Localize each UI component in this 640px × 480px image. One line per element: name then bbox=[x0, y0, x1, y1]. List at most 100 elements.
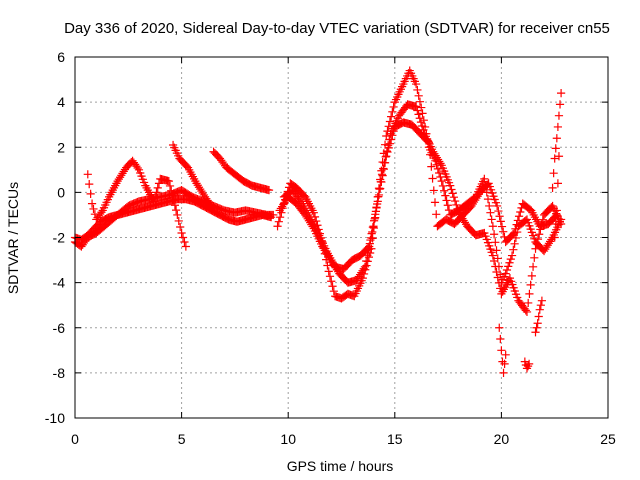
data-point bbox=[264, 186, 274, 195]
data-point bbox=[447, 185, 456, 194]
data-point bbox=[550, 154, 559, 163]
data-point bbox=[488, 251, 497, 260]
data-point bbox=[549, 169, 558, 178]
data-point bbox=[387, 112, 396, 121]
data-point bbox=[381, 152, 390, 162]
data-point bbox=[138, 175, 147, 184]
data-point bbox=[419, 125, 428, 134]
data-point bbox=[511, 290, 521, 299]
data-point bbox=[501, 269, 510, 278]
data-point bbox=[382, 152, 391, 161]
x-tick-label: 25 bbox=[600, 431, 616, 447]
data-point bbox=[514, 212, 524, 221]
data-point bbox=[154, 179, 164, 188]
data-point bbox=[491, 238, 500, 247]
data-point bbox=[492, 267, 501, 277]
data-point bbox=[483, 238, 493, 247]
data-point bbox=[440, 186, 449, 195]
data-point bbox=[550, 233, 559, 242]
data-point bbox=[363, 251, 372, 260]
data-point bbox=[417, 103, 426, 112]
data-point bbox=[323, 261, 332, 270]
data-point bbox=[493, 201, 502, 211]
data-point bbox=[85, 180, 94, 189]
data-point bbox=[173, 210, 182, 220]
data-point bbox=[178, 233, 188, 242]
data-point bbox=[168, 191, 177, 200]
data-point bbox=[376, 184, 385, 193]
data-point bbox=[375, 185, 384, 194]
data-point bbox=[430, 198, 440, 207]
data-point bbox=[449, 193, 458, 202]
data-point bbox=[139, 178, 149, 187]
data-point bbox=[482, 188, 491, 197]
data-point bbox=[555, 100, 565, 109]
data-point bbox=[442, 196, 451, 205]
data-point bbox=[435, 168, 444, 178]
x-tick-label: 10 bbox=[280, 431, 296, 447]
data-point bbox=[485, 182, 494, 191]
data-point bbox=[137, 172, 146, 181]
data-point bbox=[274, 217, 283, 226]
data-point bbox=[382, 131, 391, 141]
data-point bbox=[510, 239, 519, 248]
series-track-d bbox=[168, 140, 216, 211]
data-point bbox=[489, 192, 498, 201]
data-point bbox=[368, 223, 377, 232]
data-point bbox=[489, 256, 499, 266]
data-point bbox=[533, 319, 542, 328]
y-tick-label: 0 bbox=[57, 184, 65, 200]
data-point bbox=[512, 220, 521, 229]
data-point bbox=[367, 229, 376, 238]
data-point bbox=[505, 258, 514, 267]
data-point bbox=[500, 359, 509, 368]
y-axis-label: SDTVAR / TECUs bbox=[5, 182, 21, 294]
series-spike-20 bbox=[495, 323, 510, 377]
data-point bbox=[371, 210, 380, 219]
data-point bbox=[521, 306, 530, 315]
data-point bbox=[151, 192, 160, 201]
data-point bbox=[528, 262, 538, 271]
data-point bbox=[385, 139, 395, 148]
series-track-e bbox=[209, 147, 274, 195]
data-point bbox=[362, 256, 371, 266]
data-point bbox=[509, 245, 518, 254]
data-point bbox=[365, 242, 374, 251]
data-point bbox=[508, 230, 518, 239]
data-point bbox=[536, 301, 545, 310]
data-point bbox=[499, 227, 508, 236]
data-point bbox=[500, 272, 509, 281]
data-point bbox=[510, 286, 519, 296]
series-track-h bbox=[279, 118, 561, 274]
data-point bbox=[487, 248, 496, 257]
x-tick-label: 0 bbox=[71, 431, 79, 447]
x-tick-label: 20 bbox=[494, 431, 510, 447]
data-point bbox=[496, 217, 505, 226]
data-point bbox=[507, 251, 517, 260]
data-point bbox=[511, 224, 520, 233]
data-point bbox=[507, 277, 516, 286]
data-point bbox=[86, 189, 95, 198]
data-point bbox=[548, 183, 557, 192]
data-point bbox=[433, 164, 442, 174]
data-point bbox=[429, 186, 438, 195]
data-point bbox=[513, 293, 522, 302]
data-point bbox=[170, 201, 179, 210]
axes-ticks: 0 5 10 15 20 25 -10 -8 -6 -4 -2 0 2 4 6 bbox=[45, 49, 616, 447]
data-point bbox=[494, 206, 503, 216]
data-point bbox=[480, 174, 489, 183]
data-point bbox=[309, 208, 318, 217]
data-point bbox=[528, 231, 538, 240]
data-point bbox=[535, 305, 544, 314]
data-point bbox=[453, 204, 462, 213]
data-point bbox=[418, 121, 427, 131]
x-tick-label: 5 bbox=[178, 431, 186, 447]
data-point bbox=[388, 131, 397, 140]
data-point bbox=[483, 195, 493, 204]
data-point bbox=[372, 203, 381, 212]
data-point bbox=[451, 196, 460, 206]
series-rise-22 bbox=[548, 89, 566, 192]
data-point bbox=[207, 201, 216, 211]
data-point bbox=[524, 218, 533, 227]
data-point bbox=[379, 165, 388, 174]
